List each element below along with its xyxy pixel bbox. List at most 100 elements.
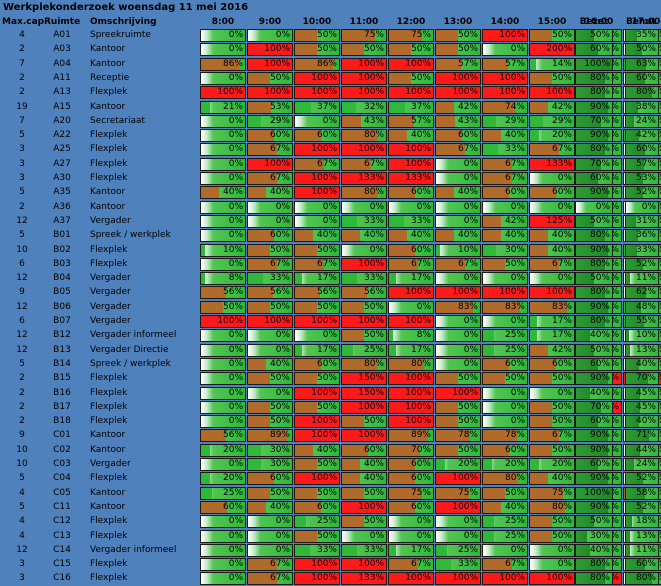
hour-cell: 100% — [294, 86, 340, 99]
hour-cell: 50% — [435, 401, 481, 414]
occupied-cell: 60% — [575, 458, 613, 471]
cell-value: 100% — [358, 144, 384, 154]
hour-cell: 60% — [294, 501, 340, 514]
cell-value: 17% — [316, 273, 337, 283]
occupancy-bar — [436, 388, 480, 399]
hour-cell: 17% — [388, 344, 434, 357]
cell-value: 50% — [269, 73, 290, 83]
max-capacity: 4 — [19, 531, 25, 541]
occupied-cell: 60% — [575, 43, 613, 56]
cell-value: 100% — [358, 502, 384, 512]
room-description: Kantoor — [90, 59, 126, 69]
cell-value: 0% — [463, 273, 478, 283]
occupancy-bar — [626, 30, 638, 41]
occupancy-bar — [530, 345, 549, 356]
occupancy-bar — [342, 287, 367, 298]
cell-value: 0% — [557, 202, 572, 212]
occupancy-bar — [436, 287, 480, 298]
cell-value: 50% — [410, 73, 431, 83]
used-cell: 31% — [625, 215, 659, 228]
hour-cell: 29% — [529, 115, 575, 128]
hour-cell: 100% — [388, 315, 434, 328]
cell-value: 52% — [635, 259, 656, 269]
occupied-cell: 90% — [575, 429, 613, 442]
room-code: B03 — [53, 259, 71, 269]
cell-value: 40% — [504, 502, 525, 512]
cell-value: 40% — [269, 502, 290, 512]
cell-value: 60% — [589, 173, 610, 183]
occupancy-bar — [389, 59, 433, 70]
used-cell: 11% — [625, 544, 659, 557]
hour-cell: 50% — [294, 530, 340, 543]
occupancy-bar — [295, 402, 317, 413]
cell-value: 100% — [499, 73, 525, 83]
occupancy-bar — [530, 302, 567, 313]
cell-value: 60% — [635, 73, 656, 83]
cell-value: 80% — [589, 144, 610, 154]
cell-value: 60% — [457, 130, 478, 140]
occupancy-bar — [295, 44, 317, 55]
cell-value: 50% — [222, 302, 243, 312]
cell-value: 90% — [589, 445, 610, 455]
occupancy-bar — [295, 30, 317, 41]
cell-value: 0% — [510, 316, 525, 326]
hour-cell: 10% — [200, 244, 246, 257]
hour-cell: 67% — [388, 558, 434, 571]
occupancy-bar — [248, 259, 278, 270]
occupancy-bar — [436, 245, 441, 256]
hour-cell: 100% — [294, 387, 340, 400]
cell-value: 50% — [363, 302, 384, 312]
occupancy-bar — [530, 473, 548, 484]
hour-cell: 0% — [247, 201, 293, 214]
hour-cell: 133% — [388, 172, 434, 185]
hour-cell: 40% — [341, 229, 387, 242]
hour-cell: 100% — [294, 415, 340, 428]
hour-cell: 50% — [529, 415, 575, 428]
cell-value: 100% — [358, 402, 384, 412]
occupancy-bar — [342, 187, 378, 198]
room-code: B02 — [53, 245, 71, 255]
room-code: B01 — [53, 230, 71, 240]
occupancy-bar — [626, 273, 630, 284]
occupancy-bar — [389, 559, 419, 570]
used-cell: 45% — [625, 401, 659, 414]
hour-cell: 10% — [435, 244, 481, 257]
hour-cell: 0% — [247, 515, 293, 528]
hour-cell: 100% — [200, 315, 246, 328]
occupancy-bar — [295, 287, 320, 298]
cell-value: 0% — [510, 416, 525, 426]
cell-value: 40% — [363, 473, 384, 483]
cell-value: 0% — [228, 373, 243, 383]
cell-value: 50% — [551, 416, 572, 426]
cell-value: 0% — [510, 402, 525, 412]
occupancy-bar — [626, 102, 639, 113]
occupancy-bar — [626, 416, 639, 427]
hour-cell: 100% — [435, 572, 481, 585]
occupancy-bar — [576, 345, 594, 356]
occupancy-bar — [530, 230, 548, 241]
occupied-cell: 70% — [575, 401, 613, 414]
hour-cell: 0% — [200, 415, 246, 428]
room-description: Spreek / werkplek — [90, 359, 171, 369]
cell-value: 0% — [322, 330, 337, 340]
occupancy-bar — [436, 459, 445, 470]
occupancy-bar — [436, 416, 458, 427]
occupancy-bar — [389, 459, 416, 470]
occupancy-bar — [248, 459, 262, 470]
occupancy-bar — [626, 230, 638, 241]
occupancy-bar — [576, 388, 591, 399]
hour-cell: 100% — [388, 158, 434, 171]
cell-value: 50% — [269, 373, 290, 383]
occupancy-bar — [436, 545, 447, 556]
hour-cell: 0% — [200, 572, 246, 585]
cell-value: 40% — [635, 416, 656, 426]
room-code: C16 — [53, 573, 71, 583]
hour-cell: 100% — [247, 43, 293, 56]
room-code: A20 — [53, 116, 71, 126]
cell-value: 60% — [589, 44, 610, 54]
occupancy-bar — [295, 187, 339, 198]
max-capacity: 9 — [19, 287, 25, 297]
room-description: Kantoor — [90, 102, 126, 112]
hour-cell: 67% — [529, 143, 575, 156]
hour-cell: 100% — [388, 387, 434, 400]
